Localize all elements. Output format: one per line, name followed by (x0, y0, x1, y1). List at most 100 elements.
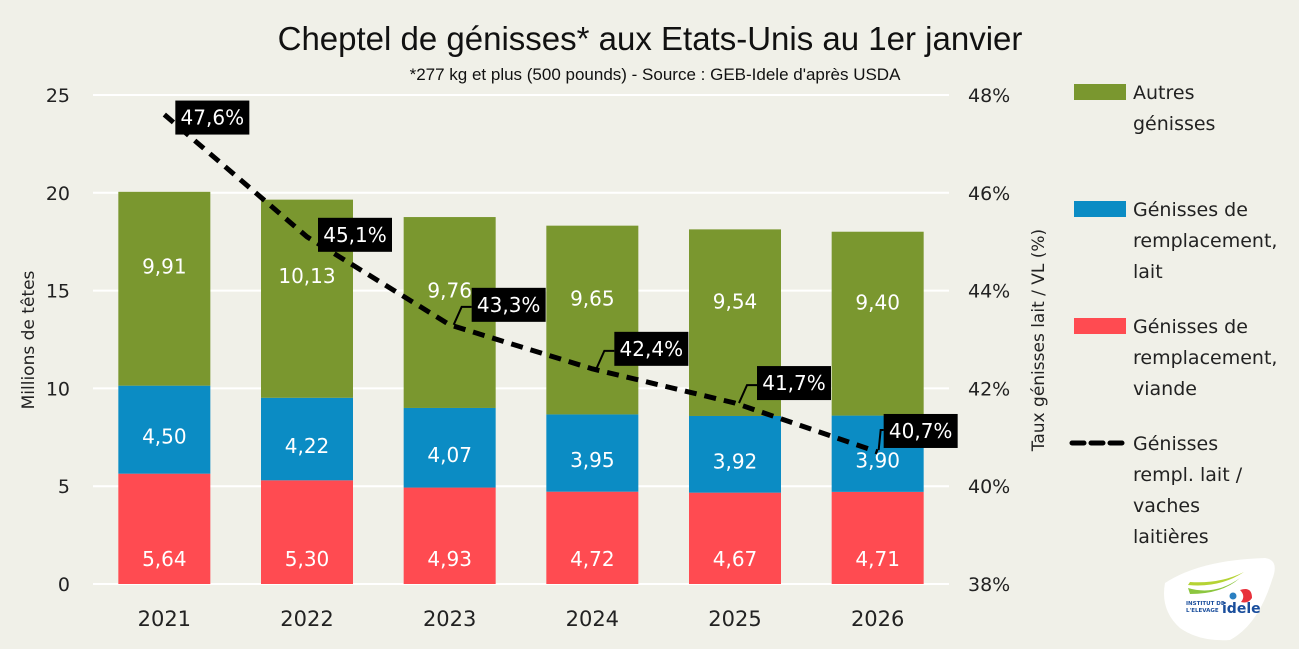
legend-label: génisses (1133, 113, 1215, 135)
pct-label-box (471, 287, 546, 322)
idele-logo: INSTITUT DE L'ELEVAGE idele (1164, 558, 1275, 641)
logo-red-mark-icon (1240, 589, 1252, 603)
pct-value-label: 41,7% (762, 371, 826, 395)
pct-label-box (757, 366, 831, 401)
label-leader-line (452, 305, 472, 326)
bar-segment (546, 225, 639, 415)
legend-label: Génisses (1133, 433, 1218, 455)
x-tick-label: 2023 (423, 607, 476, 631)
legend-label: lait (1133, 261, 1163, 283)
bar-value-label: 4,67 (713, 547, 758, 571)
logo-line2: L'ELEVAGE (1186, 608, 1219, 614)
y2-tick-label: 44% (968, 281, 1010, 303)
bar-segment (403, 487, 496, 584)
legend: Autres génisses Génisses de remplacement, la… (1069, 82, 1277, 548)
legend-label: Génisses de (1133, 316, 1248, 338)
bar-segment (831, 491, 924, 584)
legend-label: remplacement, (1133, 347, 1277, 369)
ratio-line (162, 112, 879, 455)
y2-axis-title: Taux génisses lait / VL (%) (1029, 229, 1049, 452)
logo-lightgreen-swoosh-icon (1188, 572, 1244, 586)
legend-swatch (1074, 318, 1126, 334)
label-leader-line (595, 349, 615, 370)
x-tick-label: 2026 (851, 607, 904, 631)
bar-segment (261, 480, 353, 584)
gridlines (93, 94, 949, 585)
bar-segment (689, 415, 781, 493)
x-axis-ticks: 2021 2022 2023 2024 2025 2026 (138, 607, 905, 631)
logo-green-swoosh-icon (1188, 578, 1240, 594)
y-tick-label: 20 (46, 183, 70, 205)
x-tick-label: 2022 (280, 607, 333, 631)
x-tick-label: 2025 (708, 607, 761, 631)
bar-value-label: 9,91 (142, 254, 187, 278)
bar-value-label: 9,65 (570, 286, 615, 310)
y2-tick-label: 48% (968, 85, 1010, 107)
y2-tick-label: 42% (968, 378, 1010, 400)
bar-value-label: 10,13 (278, 264, 335, 288)
x-tick-label: 2024 (566, 607, 619, 631)
pct-value-label: 45,1% (323, 223, 387, 247)
legend-label: laitières (1133, 526, 1209, 548)
legend-swatch (1074, 201, 1126, 217)
legend-label: viande (1133, 378, 1197, 400)
chart-subtitle: *277 kg et plus (500 pounds) - Source : … (410, 65, 902, 84)
bar-value-label: 9,76 (427, 279, 472, 303)
y-axis-ticks: 0 5 10 15 20 25 (46, 85, 70, 596)
pct-value-label: 43,3% (477, 293, 541, 317)
legend-label: remplacement, (1133, 230, 1277, 252)
y-tick-label: 25 (46, 85, 70, 107)
bar-value-label: 4,71 (855, 547, 900, 571)
y-tick-label: 0 (58, 574, 70, 596)
bar-value-label: 9,40 (855, 291, 900, 315)
legend-swatch (1074, 84, 1126, 100)
y-tick-label: 10 (46, 378, 70, 400)
y2-axis-ticks: 38% 40% 42% 44% 46% 48% (968, 85, 1010, 596)
bar-segment (118, 385, 211, 474)
bar-value-label: 3,95 (570, 448, 615, 472)
bar-value-label: 5,30 (285, 547, 330, 571)
y2-tick-label: 38% (968, 574, 1010, 596)
logo-line1: INSTITUT DE (1186, 601, 1225, 607)
pct-value-label: 40,7% (889, 419, 953, 443)
pct-label-box (318, 217, 392, 252)
x-tick-label: 2021 (138, 607, 191, 631)
bar-value-label: 3,90 (855, 449, 900, 473)
y2-tick-label: 46% (968, 183, 1010, 205)
y-axis-title: Millions de têtes (19, 270, 39, 409)
legend-label: Autres (1133, 82, 1194, 104)
legend-label: rempl. lait / (1133, 464, 1243, 486)
bar-value-label: 4,22 (285, 434, 330, 458)
bar-segment (546, 491, 639, 584)
bar-value-label: 4,50 (142, 425, 187, 449)
bar-value-label: 4,93 (427, 547, 472, 571)
logo-background-shape (1164, 558, 1275, 641)
y2-tick-label: 40% (968, 476, 1010, 498)
bar-value-label: 5,64 (142, 547, 187, 571)
bar-value-label: 3,92 (713, 449, 758, 473)
bar-value-label: 4,72 (570, 547, 615, 571)
pct-label-box (614, 331, 689, 366)
label-leader-line (877, 428, 884, 451)
bar-value-label: 4,07 (427, 443, 472, 467)
pct-label-box (175, 100, 250, 135)
bars: 5,64 4,50 9,91 5,30 4,22 10,13 4,93 4,07 9,76 4,7… (118, 191, 924, 584)
pct-label-box (883, 413, 958, 448)
bar-segment (118, 473, 211, 584)
legend-label: vaches (1133, 495, 1200, 517)
legend-label: Génisses de (1133, 199, 1248, 221)
bar-segment (831, 231, 924, 416)
bar-segment (118, 191, 211, 386)
label-leader-line (738, 384, 757, 404)
bar-segment (546, 414, 639, 492)
pct-value-label: 42,4% (620, 337, 684, 361)
bar-segment (403, 407, 496, 488)
ratio-line-series: 47,6% 45,1% 43,3% 42,4% 41,7% 40,7% (162, 100, 958, 455)
bar-segment (261, 397, 353, 481)
y-tick-label: 15 (46, 281, 70, 303)
logo-brand: idele (1222, 601, 1261, 617)
bar-value-label: 9,54 (713, 289, 758, 313)
y-tick-label: 5 (58, 476, 70, 498)
chart-title: Cheptel de génisses* aux Etats-Unis au 1… (278, 20, 1023, 57)
